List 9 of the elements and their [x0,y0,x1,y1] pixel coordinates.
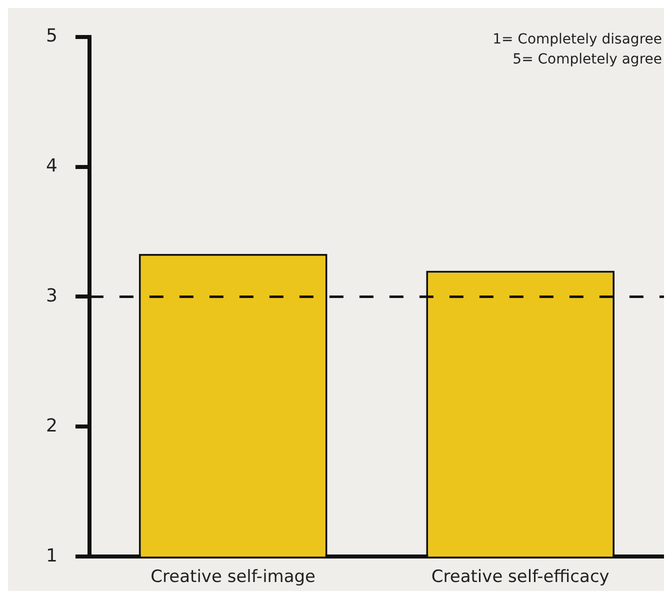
annotation: 5= Completely agree [512,52,662,68]
y-tick-label: 2 [46,415,58,436]
y-tick-label: 5 [46,25,58,46]
y-tick-label: 1 [46,545,58,566]
x-tick-label: Creative self-efficacy [431,567,610,588]
annotation: 1= Completely disagree [492,32,662,48]
x-tick-label: Creative self-image [150,567,316,588]
y-tick-label: 3 [46,285,58,306]
y-tick-label: 4 [46,155,58,176]
